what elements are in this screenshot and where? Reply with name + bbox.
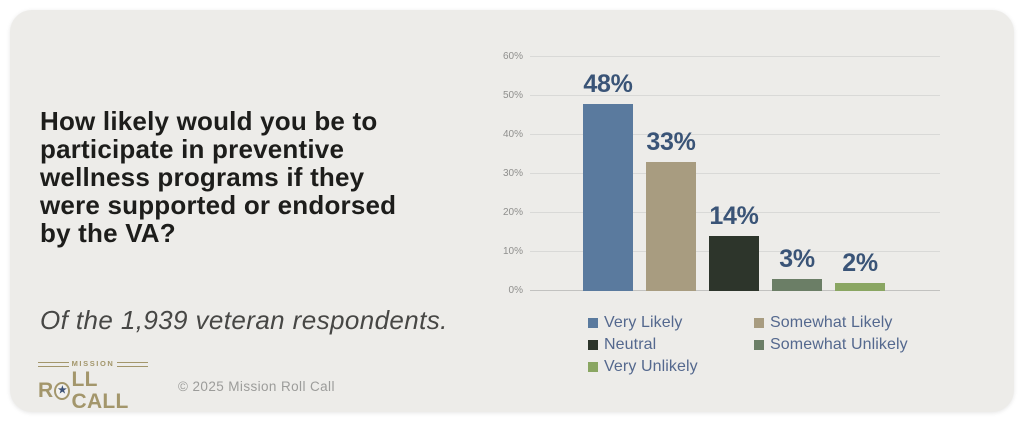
legend-item-very-likely: Very Likely — [588, 314, 754, 331]
legend-swatch-somewhat-unlikely — [754, 339, 764, 350]
question-title-line: were supported or endorsed — [40, 190, 397, 220]
bar-slot-somewhat-unlikely: 3% — [772, 57, 822, 291]
logo-mission-text: MISSION — [71, 359, 115, 368]
legend-label-somewhat-likely: Somewhat Likely — [770, 314, 893, 331]
gridline-50 — [530, 95, 940, 96]
bar-value-label-somewhat-likely: 33% — [646, 128, 696, 157]
question-title-line: by the VA? — [40, 218, 176, 248]
bars-group: 48% 33% 14% 3% 2% — [583, 57, 885, 291]
y-axis-tick-0: 0% — [508, 285, 523, 296]
y-axis-tick-50: 50% — [502, 90, 523, 101]
y-axis-tick-30: 30% — [502, 168, 523, 179]
legend-swatch-neutral — [588, 339, 598, 350]
bar-somewhat-unlikely — [772, 279, 822, 291]
y-axis-tick-10: 10% — [502, 246, 523, 258]
gridline-60 — [530, 56, 940, 57]
question-title-line: wellness programs if they — [40, 162, 365, 192]
bar-very-unlikely — [835, 283, 885, 291]
bar-value-label-somewhat-unlikely: 3% — [779, 245, 815, 274]
bar-value-label-very-unlikely: 2% — [842, 249, 878, 278]
star-icon: ★ — [54, 382, 71, 400]
legend-item-neutral: Neutral — [588, 336, 754, 353]
legend-swatch-very-likely — [588, 317, 598, 328]
bar-neutral — [709, 236, 759, 291]
logo-main-text: R ★ LL CALL — [38, 369, 148, 413]
gridline-20 — [530, 212, 940, 214]
legend-item-very-unlikely: Very Unlikely — [588, 358, 754, 375]
question-title: How likely would you be to participate i… — [40, 107, 500, 247]
question-title-line: participate in preventive — [40, 134, 345, 164]
bar-slot-neutral: 14% — [709, 57, 759, 291]
chart-legend: Very Likely Somewhat Likely Neutral Somewha… — [588, 314, 908, 375]
bar-slot-very-unlikely: 2% — [835, 57, 885, 291]
bar-slot-somewhat-likely: 33% — [646, 57, 696, 291]
card-footer: MISSION R ★ LL CALL © 2025 Mission Roll … — [38, 360, 335, 413]
logo-rule-right — [117, 361, 148, 367]
bar-somewhat-likely — [646, 162, 696, 291]
logo-letter-r: R — [38, 379, 54, 402]
legend-swatch-very-unlikely — [588, 361, 598, 372]
legend-label-somewhat-unlikely: Somewhat Unlikely — [770, 336, 908, 353]
gridline-30 — [530, 173, 940, 174]
plot-area: 0% 10% 20% 30% 40% 50% 60% 48% 33% 14% 3% 2% — [503, 52, 940, 296]
legend-label-very-likely: Very Likely — [604, 314, 683, 331]
y-axis-tick-20: 20% — [502, 207, 523, 219]
legend-swatch-somewhat-likely — [754, 317, 764, 328]
legend-item-somewhat-unlikely: Somewhat Unlikely — [754, 336, 908, 353]
copyright-text: © 2025 Mission Roll Call — [178, 379, 335, 394]
logo-rule-left — [38, 361, 69, 367]
logo-rest-text: LL CALL — [71, 368, 129, 413]
respondents-subtitle: Of the 1,939 veteran respondents. — [40, 305, 448, 335]
bar-slot-very-likely: 48% — [583, 57, 633, 291]
legend-item-somewhat-likely: Somewhat Likely — [754, 314, 908, 331]
gridline-40 — [530, 134, 940, 136]
bar-value-label-neutral: 14% — [709, 202, 759, 231]
bar-very-likely — [583, 103, 633, 291]
y-axis-tick-60: 60% — [502, 51, 523, 62]
y-axis-tick-40: 40% — [502, 129, 523, 141]
bar-value-label-very-likely: 48% — [583, 69, 633, 98]
mission-roll-call-logo: MISSION R ★ LL CALL — [38, 360, 148, 413]
question-title-line: How likely would you be to — [40, 106, 378, 136]
infographic-card: How likely would you be to participate i… — [10, 10, 1014, 413]
logo-top-row: MISSION — [38, 360, 148, 368]
legend-label-neutral: Neutral — [604, 336, 657, 353]
legend-label-very-unlikely: Very Unlikely — [604, 358, 698, 375]
